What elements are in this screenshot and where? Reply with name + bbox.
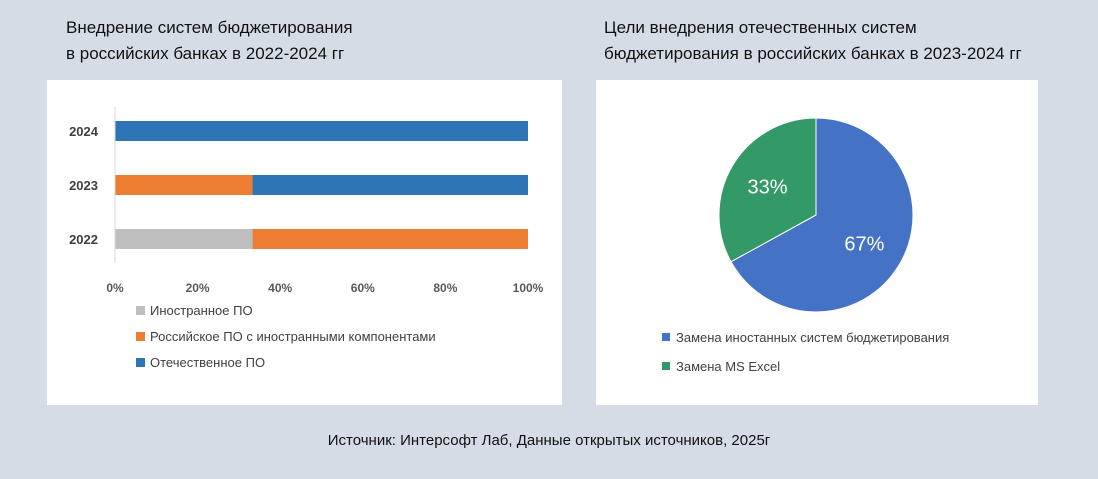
x-tick-label: 20% [186, 281, 210, 295]
bar-2023-series-2 [252, 175, 529, 195]
left-chart-title-line2: в российских банках в 2022-2024 гг [66, 44, 345, 63]
bar-2024-series-2 [115, 121, 528, 141]
legend-label: Замена MS Excel [676, 359, 780, 374]
category-label-2024: 2024 [69, 124, 99, 139]
bar-2022-series-1 [252, 229, 529, 249]
bar-chart-panel: 2024 2023 2022 0% 20% 40% 60% 80% 100% Иностранно… [47, 80, 562, 405]
left-chart-title-line1: Внедрение систем бюджетирования [66, 18, 353, 37]
stacked-bar-chart: 2024 2023 2022 0% 20% 40% 60% 80% 100% Иностранно… [69, 107, 544, 370]
x-tick-label: 40% [268, 281, 292, 295]
x-tick-label: 60% [351, 281, 375, 295]
legend-label: Иностранное ПО [150, 303, 253, 318]
legend-swatch [662, 333, 670, 341]
legend-label: Замена иностанных систем бюджетирования [676, 330, 949, 345]
category-label-2022: 2022 [69, 232, 98, 247]
right-chart-title-line2: бюджетирования в российских банках в 202… [604, 44, 1022, 63]
legend-label: Отечественное ПО [150, 355, 265, 370]
legend-swatch [662, 362, 670, 370]
legend-label: Российское ПО с иностранными компонентам… [150, 329, 436, 344]
pie-chart-panel: 67% 33% Замена иностанных систем бюджетиро… [596, 80, 1038, 405]
x-tick-label: 0% [106, 281, 124, 295]
right-chart-title-line1: Цели внедрения отечественных систем [604, 18, 917, 37]
x-tick-label: 100% [513, 281, 544, 295]
pie-data-label: 33% [748, 176, 788, 198]
left-chart-title: Внедрение систем бюджетирования в россий… [66, 15, 526, 67]
pie-chart: 67% 33% Замена иностанных систем бюджетиро… [662, 117, 949, 374]
category-label-2023: 2023 [69, 178, 98, 193]
legend-swatch [136, 306, 145, 315]
legend-swatch [136, 358, 145, 367]
bar-2023-series-1 [115, 175, 253, 195]
x-tick-label: 80% [433, 281, 457, 295]
source-note: Источник: Интерсофт Лаб, Данные открытых… [327, 432, 771, 449]
legend-swatch [136, 332, 145, 341]
pie-slice-1 [718, 117, 817, 263]
pie-data-label: 67% [844, 234, 884, 256]
bar-2022-series-0 [115, 229, 253, 249]
pie-slice-0 [730, 117, 914, 313]
right-chart-title: Цели внедрения отечественных систем бюдж… [604, 15, 1084, 67]
